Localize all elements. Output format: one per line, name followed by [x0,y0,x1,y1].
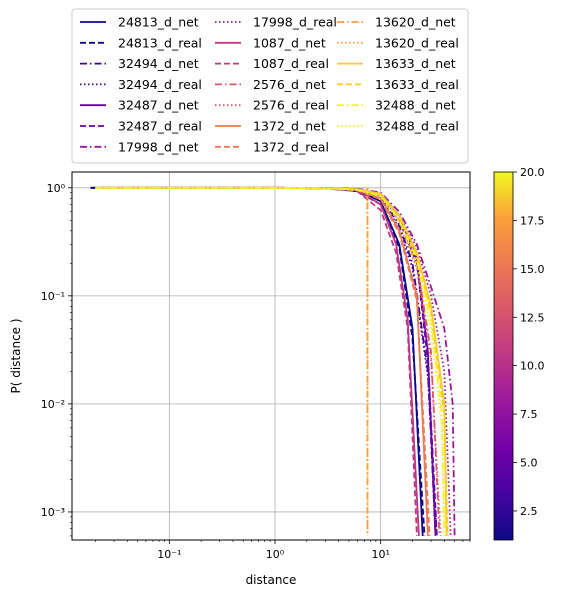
legend-label: 24813_d_real [118,35,202,50]
plot-frame [71,171,471,541]
y-tick-label: 10⁰ [47,182,66,195]
legend-label: 1372_d_real [253,139,329,154]
y-tick-label: 10⁻³ [41,506,65,519]
x-axis-label: distance [246,573,297,587]
legend-label: 24813_d_net [118,15,199,30]
colorbar-tick-label: 12.5 [520,311,545,324]
legend-label: 32494_d_net [118,56,199,71]
axis-ticks: 10⁻¹ 10⁰ 10¹ 10⁻³ 10⁻² 10⁻¹ 10⁰ [41,182,471,561]
legend-label: 13633_d_net [375,56,456,71]
colorbar-tick-label: 2.5 [520,505,538,518]
colorbar-tick-label: 17.5 [520,214,545,227]
plot-area [72,172,470,540]
legend-label: 13620_d_real [375,35,459,50]
y-axis-label: P( distance ) [9,318,23,393]
colorbar-tick-label: 20.0 [520,166,545,179]
colorbar-tick-label: 15.0 [520,263,545,276]
x-tick-label: 10⁻¹ [157,548,181,561]
legend-label: 13620_d_net [375,15,456,30]
legend: 24813_d_net 24813_d_real 32494_d_net 32494_… [80,15,459,154]
y-tick-label: 10⁻¹ [41,290,65,303]
legend-label: 17998_d_real [253,15,337,30]
colorbar-tick-label: 7.5 [520,408,538,421]
legend-box [71,8,469,164]
legend-label: 32487_d_net [118,98,199,113]
series-layer [90,186,456,536]
colorbar-ticks: 2.5 5.0 7.5 10.0 12.5 15.0 17.5 20.0 [513,166,545,518]
series-line-32488_d_real [95,186,447,536]
legend-label: 32487_d_real [118,119,202,134]
legend-label: 2576_d_net [253,77,326,92]
legend-label: 32488_d_real [375,119,459,134]
legend-label: 32494_d_real [118,77,202,92]
colorbar [493,171,514,541]
colorbar-tick-label: 10.0 [520,360,545,373]
legend-label: 1372_d_net [253,119,326,134]
y-tick-label: 10⁻² [41,398,65,411]
colorbar-tick-label: 5.0 [520,457,538,470]
legend-label: 1087_d_real [253,56,329,71]
legend-label: 13633_d_real [375,77,459,92]
series-line-1087_d_real [95,186,418,536]
x-tick-label: 10¹ [371,548,389,561]
legend-label: 1087_d_net [253,35,326,50]
x-tick-label: 10⁰ [266,548,285,561]
legend-label: 32488_d_net [375,98,456,113]
legend-label: 2576_d_real [253,98,329,113]
legend-label: 17998_d_net [118,139,199,154]
